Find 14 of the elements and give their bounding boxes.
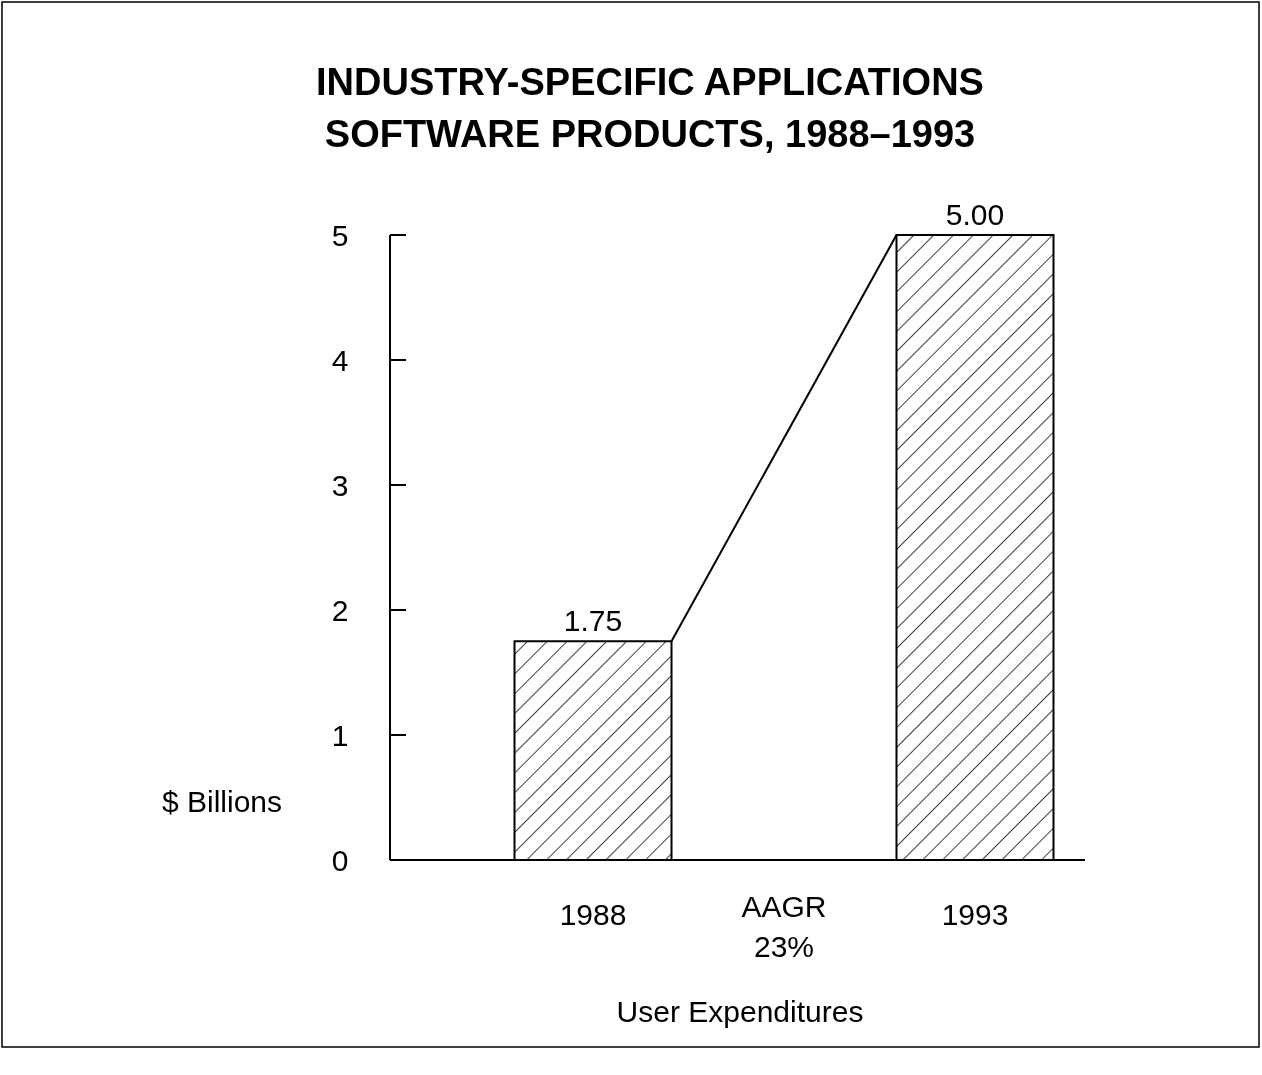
y-tick-label: 2 [331, 594, 349, 627]
x-tick-label: 1988 [559, 898, 627, 931]
x-tick-label: 1993 [941, 898, 1009, 931]
y-tick-label: 3 [331, 469, 349, 502]
y-tick-label: 0 [331, 844, 349, 877]
chart-title: INDUSTRY-SPECIFIC APPLICATIONS SOFTWARE PRODUCTS, 1988–1993 [316, 61, 984, 155]
text: AAGR 23% [741, 890, 827, 963]
data-label: 1.75 [563, 604, 623, 638]
x-axis-title: User Expenditures [616, 995, 864, 1028]
y-axis-title: $ Billions [161, 785, 283, 818]
y-tick-label: 1 [331, 719, 349, 752]
y-tick-label: 5 [331, 219, 349, 252]
data-label: 5.00 [945, 198, 1005, 231]
y-tick-label: 4 [331, 344, 349, 377]
